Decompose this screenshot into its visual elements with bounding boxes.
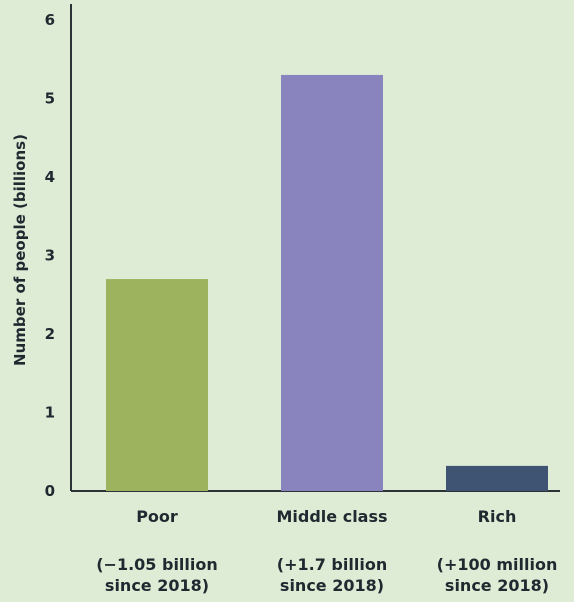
bar-poor — [106, 279, 208, 491]
y-tick-label: 2 — [45, 325, 55, 343]
x-axis-labels: Poor Middle class Rich — [136, 507, 516, 526]
y-tick-label: 5 — [45, 90, 55, 108]
category-change-note: since 2018) — [445, 576, 549, 595]
y-tick-label: 0 — [45, 482, 55, 500]
category-change-note: (−1.05 billion — [96, 555, 218, 574]
y-tick-label: 4 — [45, 168, 55, 186]
y-axis-title: Number of people (billions) — [11, 134, 29, 366]
x-category-label: Poor — [136, 507, 178, 526]
category-change-note: (+1.7 billion — [277, 555, 387, 574]
x-category-label: Middle class — [276, 507, 387, 526]
y-tick-label: 3 — [45, 247, 55, 265]
y-tick-label: 1 — [45, 404, 55, 422]
y-tick-label: 6 — [45, 11, 55, 29]
bar-rich — [446, 465, 548, 491]
category-change-note: since 2018) — [280, 576, 384, 595]
bars — [106, 74, 548, 491]
bar-middle-class — [281, 74, 383, 491]
x-category-label: Rich — [478, 507, 517, 526]
category-change-note: (+100 million — [437, 555, 558, 574]
category-annotations: (−1.05 billion since 2018) (+1.7 billion si… — [96, 555, 557, 595]
category-change-note: since 2018) — [105, 576, 209, 595]
